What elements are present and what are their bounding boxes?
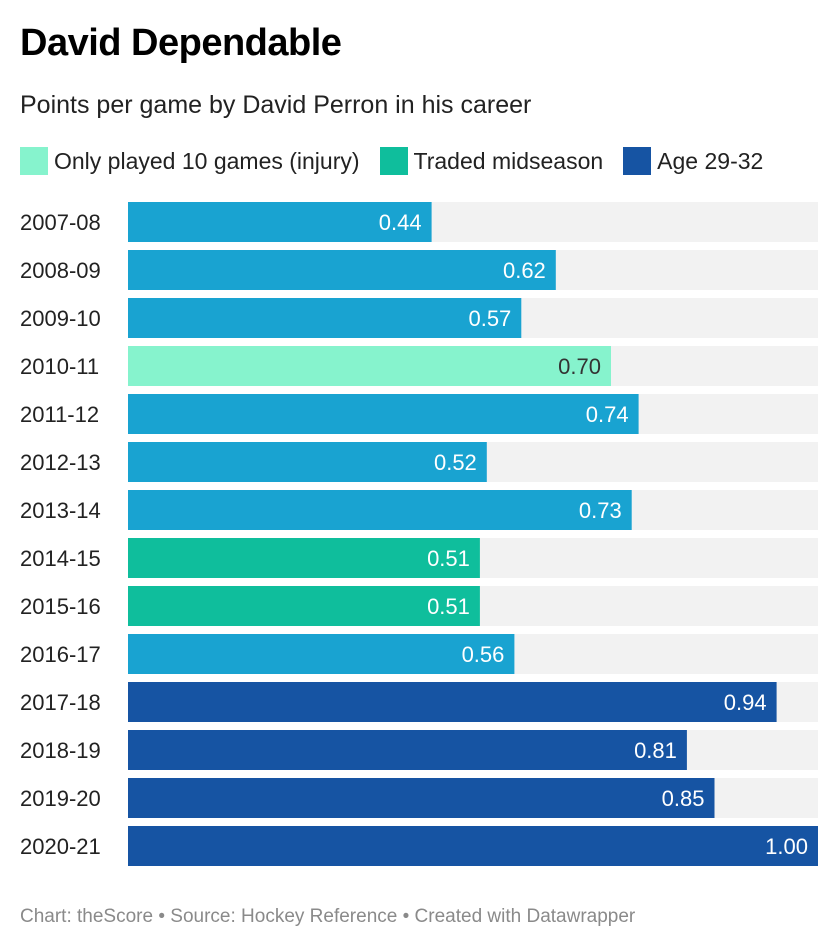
category-label: 2007-08	[20, 210, 101, 235]
value-label: 1.00	[765, 834, 808, 859]
value-label: 0.56	[462, 642, 505, 667]
value-label: 0.73	[579, 498, 622, 523]
legend-item-traded: Traded midseason	[379, 147, 604, 175]
value-label: 0.62	[503, 258, 546, 283]
value-label: 0.52	[434, 450, 477, 475]
value-label: 0.51	[427, 546, 470, 571]
value-label: 0.44	[379, 210, 422, 235]
category-label: 2015-16	[20, 594, 101, 619]
legend-swatch-injury	[20, 147, 48, 175]
legend-item-injury: Only played 10 games (injury)	[20, 147, 360, 175]
value-label: 0.85	[662, 786, 705, 811]
category-label: 2011-12	[20, 402, 99, 427]
chart-subtitle: Points per game by David Perron in his c…	[20, 91, 532, 119]
bar-2018-19	[128, 730, 687, 770]
value-label: 0.51	[427, 594, 470, 619]
bar-2010-11	[128, 346, 611, 386]
bar-2011-12	[128, 394, 639, 434]
chart-title: David Dependable	[20, 22, 342, 64]
value-label: 0.74	[586, 402, 629, 427]
legend-swatch-age	[623, 147, 652, 175]
value-label: 0.94	[724, 690, 767, 715]
category-label: 2008-09	[20, 258, 101, 283]
bar-2012-13	[128, 442, 487, 482]
legend-label-injury: Only played 10 games (injury)	[54, 147, 360, 174]
category-label: 2014-15	[20, 546, 101, 571]
category-label: 2013-14	[20, 498, 101, 523]
bar-2019-20	[128, 778, 715, 818]
category-label: 2018-19	[20, 738, 101, 763]
category-label: 2019-20	[20, 786, 101, 811]
category-label: 2016-17	[20, 642, 101, 667]
value-label: 0.70	[558, 354, 601, 379]
legend-label-age: Age 29-32	[657, 147, 764, 174]
bar-2014-15	[128, 538, 480, 578]
bar-2016-17	[128, 634, 515, 674]
category-label: 2017-18	[20, 690, 101, 715]
category-label: 2010-11	[20, 354, 99, 379]
value-label: 0.81	[634, 738, 677, 763]
chart-footer: Chart: theScore • Source: Hockey Referen…	[20, 906, 636, 927]
category-label: 2012-13	[20, 450, 101, 475]
bar-chart: 2007-08 0.44 2008-09 0.62 2009-10 0.57 2010-11…	[20, 202, 818, 866]
category-label: 2009-10	[20, 306, 101, 331]
bar-2008-09	[128, 250, 556, 290]
legend-swatch-traded	[379, 147, 408, 175]
bar-2020-21	[128, 826, 818, 866]
bar-2009-10	[128, 298, 522, 338]
bar-2015-16	[128, 586, 480, 626]
legend-item-age: Age 29-32	[623, 147, 763, 175]
value-label: 0.57	[468, 306, 511, 331]
bar-2007-08	[128, 202, 432, 242]
legend-label-traded: Traded midseason	[413, 147, 604, 174]
bar-2017-18	[128, 682, 777, 722]
chart-legend: Only played 10 games (injury) Traded mid…	[20, 146, 783, 176]
bar-2013-14	[128, 490, 632, 530]
category-label: 2020-21	[20, 834, 101, 859]
